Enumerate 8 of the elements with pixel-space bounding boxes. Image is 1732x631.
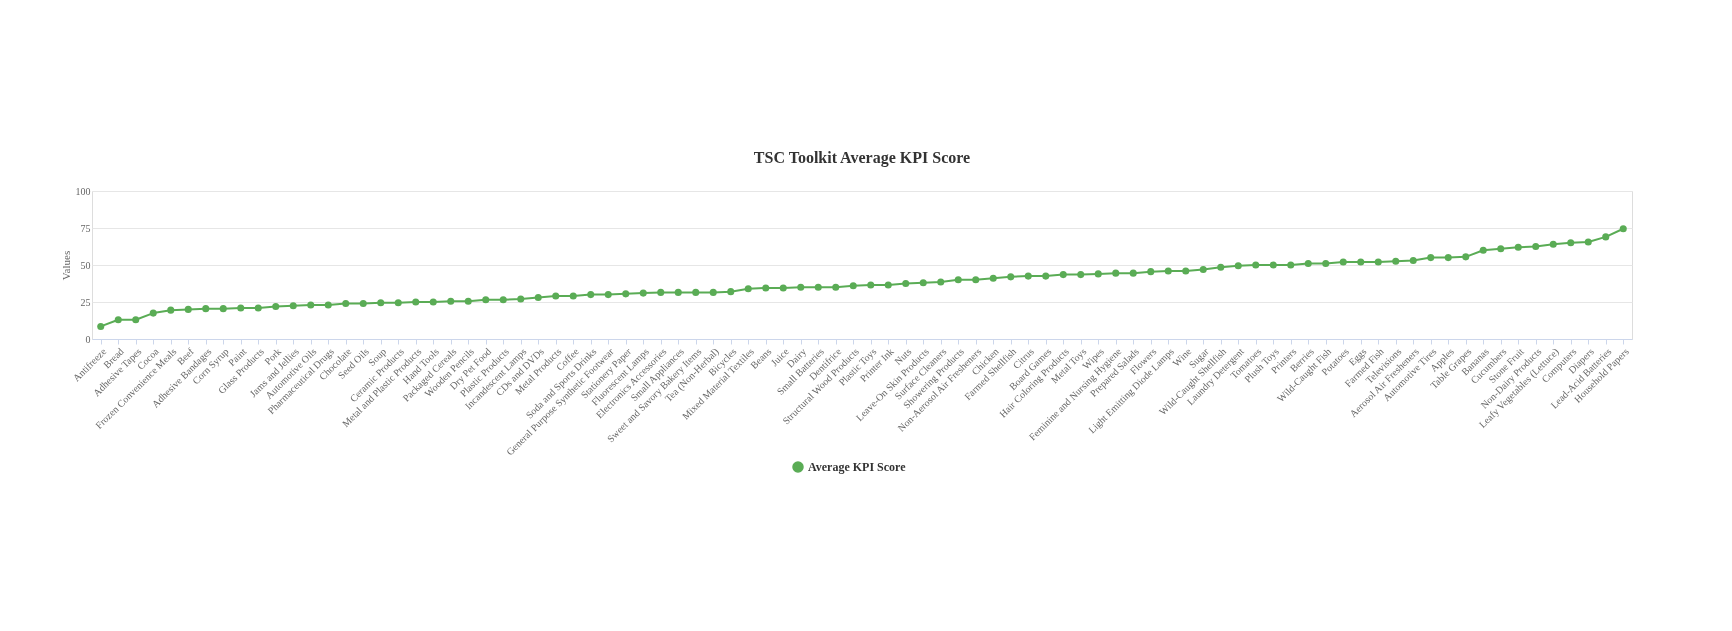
y-tick-label: 25 bbox=[80, 296, 91, 308]
y-axis-title: Values bbox=[59, 250, 72, 281]
y-tick-label: 100 bbox=[75, 185, 91, 197]
chart-title: TSC Toolkit Average KPI Score bbox=[753, 149, 971, 167]
y-tick-label: 0 bbox=[85, 333, 91, 345]
legend-label: Average KPI Score bbox=[808, 460, 907, 474]
y-tick-label: 50 bbox=[80, 259, 91, 271]
y-tick-label: 75 bbox=[80, 222, 91, 234]
